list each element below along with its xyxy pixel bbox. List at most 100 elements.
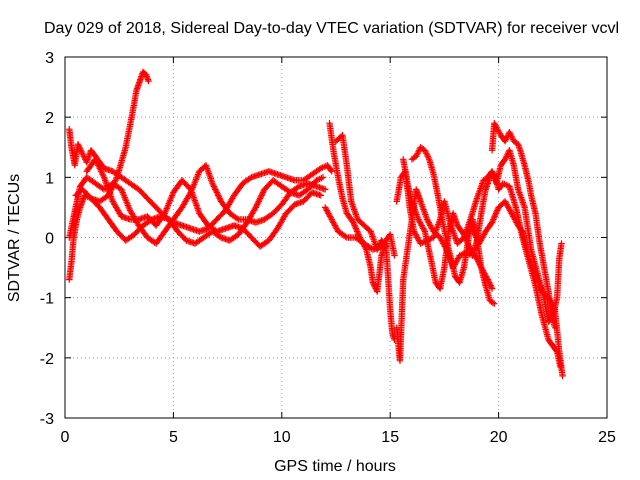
data-point [424, 153, 431, 160]
plot-frame [64, 56, 608, 419]
data-point [233, 215, 241, 222]
data-point [214, 190, 221, 198]
data-point [216, 195, 223, 202]
data-point [74, 141, 82, 148]
chart-title: Day 029 of 2018, Sidereal Day-to-day VTE… [44, 20, 619, 37]
data-point [527, 261, 535, 268]
data-point [78, 148, 85, 155]
data-point [92, 157, 100, 164]
data-point [77, 147, 85, 154]
data-point [285, 188, 293, 195]
data-point [95, 162, 102, 169]
data-point [77, 145, 84, 152]
data-point [488, 285, 496, 292]
data-point [256, 195, 264, 202]
data-point [145, 77, 152, 85]
data-point [486, 280, 494, 288]
data-point [414, 150, 421, 157]
data-point [413, 151, 421, 158]
data-point [423, 151, 431, 158]
data-point [413, 153, 420, 160]
x-tick-label: 20 [490, 429, 508, 446]
data-point [472, 232, 479, 240]
data-point [370, 280, 377, 288]
data-point [421, 147, 429, 154]
data-point [79, 150, 86, 157]
data-point [506, 129, 513, 136]
data-point [474, 256, 481, 264]
data-point [493, 208, 500, 216]
data-point [371, 282, 378, 289]
y-tick-label: -2 [40, 351, 54, 368]
data-point [98, 169, 106, 176]
data-point [485, 277, 492, 285]
data-point [475, 259, 483, 267]
data-point [259, 190, 266, 198]
data-point [319, 174, 327, 181]
y-tick-label: 1 [45, 170, 54, 187]
data-point [470, 226, 477, 234]
data-point [514, 141, 522, 148]
y-tick-label: -1 [40, 291, 54, 308]
data-point [559, 372, 566, 380]
data-point [100, 172, 107, 179]
data-point [420, 226, 428, 234]
data-point [317, 192, 324, 199]
data-point [255, 198, 262, 205]
data-point [92, 156, 99, 163]
data-point [97, 168, 105, 175]
data-point [97, 166, 104, 173]
data-point [502, 136, 509, 143]
data-point [529, 264, 536, 271]
data-point [551, 305, 558, 312]
data-point [490, 214, 498, 222]
data-point [215, 192, 222, 199]
data-point [503, 181, 510, 189]
data-point [530, 267, 537, 274]
data-point [460, 231, 468, 238]
data-point [509, 135, 516, 142]
data-point [415, 148, 422, 155]
data-point [99, 171, 106, 178]
data-point [489, 299, 496, 306]
data-point [489, 217, 496, 225]
y-tick-label: 0 [45, 231, 54, 248]
data-point [518, 227, 525, 234]
x-tick-label: 10 [273, 429, 291, 446]
data-point [464, 240, 471, 247]
y-tick-label: -3 [40, 411, 54, 428]
data-point [211, 184, 218, 192]
data-point [96, 165, 103, 172]
data-point [391, 252, 398, 259]
data-point [254, 199, 262, 207]
data-point [216, 233, 223, 240]
data-point [503, 135, 510, 142]
x-tick-label: 25 [598, 429, 616, 446]
data-point [328, 168, 335, 175]
data-point [501, 138, 509, 145]
data-point [258, 192, 265, 199]
data-point [507, 132, 515, 139]
data-point [484, 276, 491, 283]
data-point [487, 282, 494, 289]
data-point [463, 237, 470, 244]
data-point [422, 148, 429, 155]
data-point [351, 222, 358, 229]
data-point [210, 183, 218, 190]
data-point [212, 186, 219, 193]
data-point [425, 154, 432, 161]
data-point [256, 196, 263, 204]
data-point [502, 154, 509, 161]
data-point [259, 189, 267, 196]
data-point [473, 255, 481, 262]
data-point [534, 276, 541, 283]
data-point [327, 166, 334, 174]
data-point [354, 228, 361, 235]
data-point [508, 133, 515, 140]
data-point [209, 181, 217, 189]
data-point [253, 202, 260, 210]
y-axis-label: SDTVAR / TECUs [6, 174, 23, 302]
data-point [528, 262, 535, 270]
data-point [322, 186, 329, 193]
